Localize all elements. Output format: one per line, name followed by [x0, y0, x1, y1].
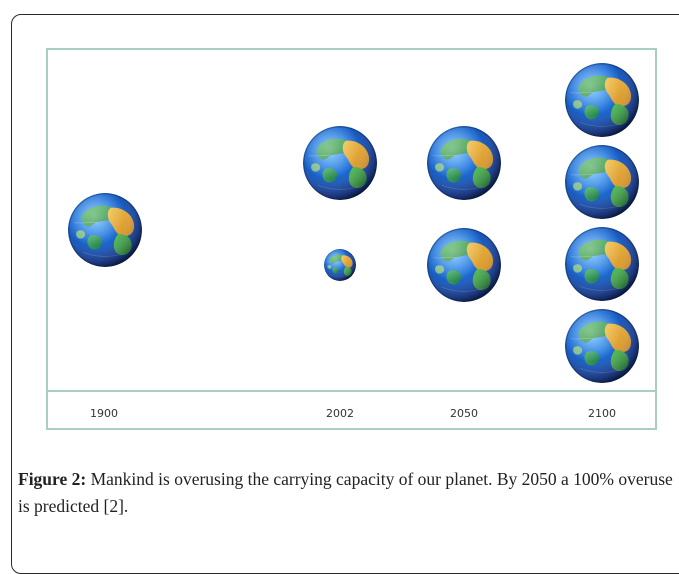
earth-globe-icon: [565, 63, 639, 137]
earth-globe-icon: [565, 145, 639, 219]
earth-globe-icon: [68, 193, 142, 267]
figure-caption: Figure 2: Mankind is overusing the carry…: [18, 466, 678, 520]
year-label-1900: 1900: [90, 407, 118, 420]
figure-caption-text: Mankind is overusing the carrying capaci…: [18, 469, 673, 516]
figure-caption-label: Figure 2:: [18, 469, 87, 489]
year-label-2050: 2050: [450, 407, 478, 420]
earth-globe-icon: [565, 227, 639, 301]
earth-globe-icon: [427, 126, 501, 200]
earth-globe-icon: [565, 309, 639, 383]
year-label-2002: 2002: [326, 407, 354, 420]
earth-globe-icon: [303, 126, 377, 200]
figure-diagram: 1900 2002 2050 2100: [46, 48, 657, 430]
earth-globe-icon: [324, 249, 356, 281]
earth-globe-icon: [427, 228, 501, 302]
timeline-axis: [48, 390, 655, 392]
year-label-2100: 2100: [588, 407, 616, 420]
